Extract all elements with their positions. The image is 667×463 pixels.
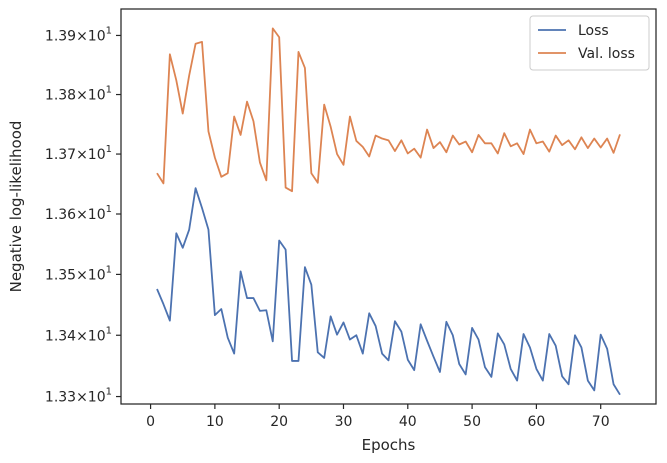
x-tick-label: 60 xyxy=(527,414,545,430)
legend: Loss Val. loss xyxy=(529,15,650,71)
x-tick-label: 0 xyxy=(146,414,155,430)
x-tick-label: 50 xyxy=(463,414,481,430)
axes-frame xyxy=(120,8,657,405)
plot-marks xyxy=(156,27,621,396)
y-tick-label: 1.39×101 xyxy=(45,25,112,44)
x-axis: 0 10 20 30 40 50 60 70 xyxy=(146,404,610,430)
y-tick-label: 1.34×101 xyxy=(45,325,112,344)
y-axis-label: Negative log-likelihood xyxy=(7,121,25,293)
legend-label-loss: Loss xyxy=(578,23,609,39)
x-tick-label: 70 xyxy=(592,414,610,430)
series-line-val-loss xyxy=(156,27,621,193)
y-tick-label: 1.35×101 xyxy=(45,264,112,283)
y-tick-label: 1.33×101 xyxy=(45,387,112,406)
y-tick-label: 1.37×101 xyxy=(45,144,112,163)
x-tick-label: 40 xyxy=(399,414,417,430)
y-tick-label: 1.36×101 xyxy=(45,204,112,223)
x-tick-label: 10 xyxy=(206,414,224,430)
series-line-loss xyxy=(156,187,621,396)
legend-label-val-loss: Val. loss xyxy=(578,46,635,62)
y-tick-label: 1.38×101 xyxy=(45,85,112,104)
x-tick-label: 30 xyxy=(335,414,353,430)
x-tick-label: 20 xyxy=(270,414,288,430)
y-axis: 1.33×101 1.34×101 1.35×101 1.36×101 1.37×101… xyxy=(45,25,121,406)
x-axis-label: Epochs xyxy=(362,436,416,454)
